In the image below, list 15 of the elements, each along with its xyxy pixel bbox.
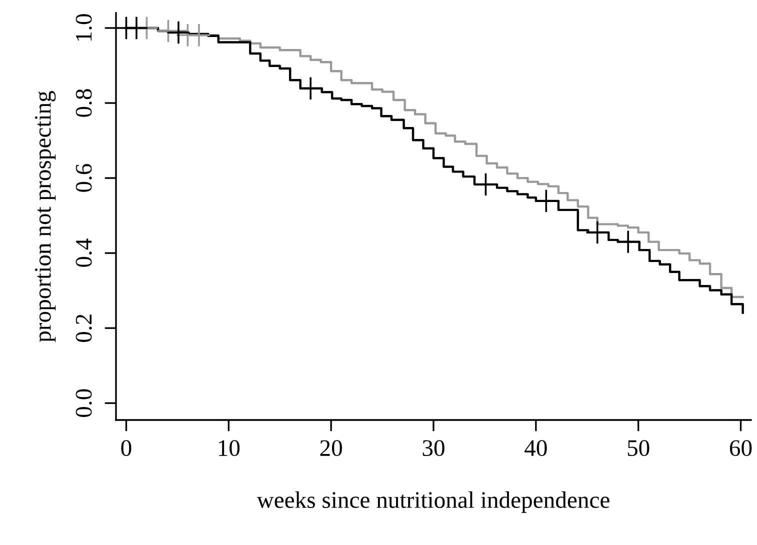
x-tick-label: 10 xyxy=(218,440,240,456)
y-tick-label: 0.0 xyxy=(76,389,92,417)
y-axis-title: proportion not prospecting xyxy=(34,91,56,342)
y-tick-label: 0.4 xyxy=(76,238,92,267)
y-tick-label: 0.8 xyxy=(76,89,92,117)
x-tick-label: 50 xyxy=(628,440,650,456)
x-tick-label: 20 xyxy=(320,440,342,456)
x-tick-label: 0 xyxy=(121,440,132,456)
x-axis-title: weeks since nutritional independence xyxy=(256,491,610,513)
x-tick-label: 60 xyxy=(730,440,752,456)
y-tick-label: 0.6 xyxy=(76,164,92,192)
y-tick-label: 1.0 xyxy=(76,14,92,41)
y-tick-label: 0.2 xyxy=(76,314,92,342)
x-tick-label: 40 xyxy=(524,440,547,456)
x-tick-label: 30 xyxy=(422,440,444,456)
